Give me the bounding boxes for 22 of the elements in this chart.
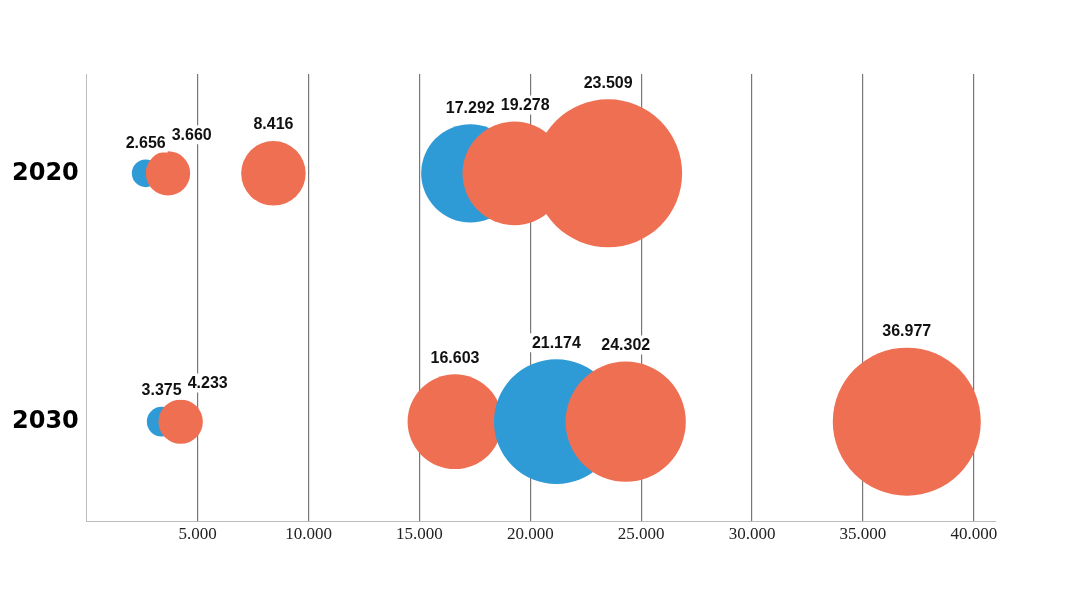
annotation: 16.603 (430, 348, 480, 366)
annotation: 19.278 (500, 95, 550, 113)
annotation: 3.660 (171, 125, 212, 143)
x-tick-label: 30.000 (728, 523, 776, 543)
annotation: 21.174 (531, 333, 581, 351)
annotation: 36.977 (882, 322, 932, 340)
x-tick-label: 10.000 (285, 523, 332, 543)
annotation: 2.656 (125, 133, 166, 151)
x-tick-label: 5.000 (178, 523, 217, 543)
annotation: 17.292 (445, 98, 495, 116)
annotation: 3.375 (141, 381, 182, 399)
x-tick-label: 20.000 (506, 523, 554, 543)
annotation: 8.416 (253, 115, 294, 133)
annotation: 24.302 (601, 335, 651, 353)
x-tick-label: 40.000 (950, 523, 998, 543)
x-tick-label: 15.000 (396, 523, 443, 543)
y-tick-label: 2030 (12, 405, 79, 434)
y-tick-label: 2020 (12, 157, 79, 186)
x-tick-label: 25.000 (617, 523, 665, 543)
x-tick-label: 35.000 (839, 523, 887, 543)
annotation: 4.233 (187, 373, 228, 391)
annotation: 23.509 (583, 73, 633, 91)
